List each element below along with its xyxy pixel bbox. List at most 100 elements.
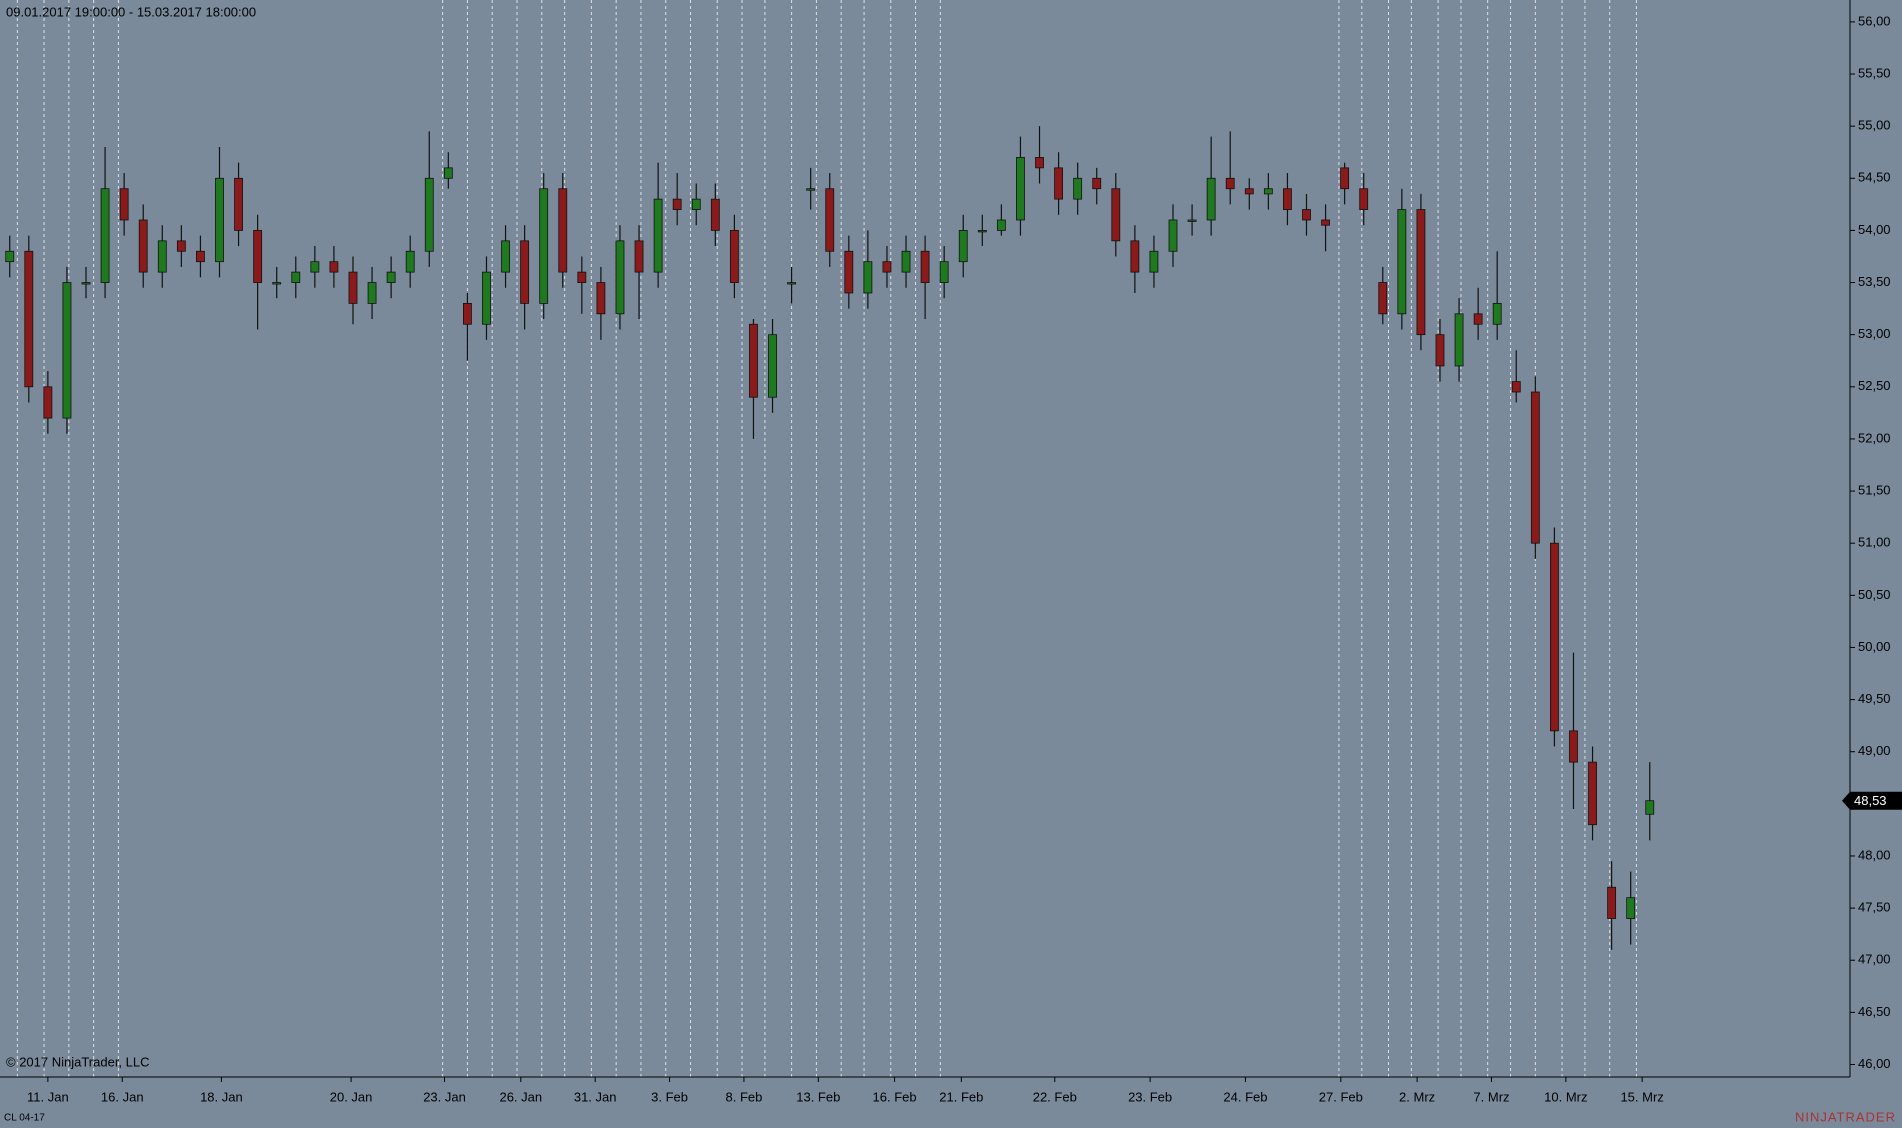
candle-body <box>787 282 797 285</box>
x-tick-label: 26. Jan <box>499 1089 542 1104</box>
candle-body <box>310 261 320 273</box>
candle-body <box>996 219 1006 231</box>
candle-body <box>596 282 606 315</box>
brand-logo: NINJATRADER <box>1795 1109 1896 1124</box>
candle-body <box>1149 250 1159 273</box>
x-tick-label: 8. Feb <box>725 1089 762 1104</box>
candle-body <box>1168 219 1178 252</box>
y-tick-label: 46,50 <box>1858 1004 1891 1019</box>
y-tick-label: 56,00 <box>1858 13 1891 28</box>
candle-body <box>367 282 377 304</box>
x-tick-label: 23. Feb <box>1128 1089 1172 1104</box>
y-tick-label: 51,00 <box>1858 535 1891 550</box>
x-tick-label: 16. Jan <box>101 1089 144 1104</box>
x-tick-label: 15. Mrz <box>1620 1089 1663 1104</box>
candle-body <box>1435 334 1445 367</box>
x-tick-label: 7. Mrz <box>1473 1089 1509 1104</box>
candle-body <box>1397 209 1407 315</box>
candle-body <box>615 240 625 315</box>
candle-body <box>215 177 224 263</box>
x-tick-label: 16. Feb <box>873 1089 917 1104</box>
candle-body <box>1454 313 1464 367</box>
candle-body <box>253 230 263 283</box>
candle-body <box>1035 157 1044 169</box>
candle-body <box>1187 219 1197 222</box>
candle-body <box>24 250 34 388</box>
y-tick-label: 50,00 <box>1858 639 1891 654</box>
x-tick-label: 13. Feb <box>796 1089 840 1104</box>
x-tick-label: 10. Mrz <box>1544 1089 1587 1104</box>
x-tick-label: 3. Feb <box>651 1089 688 1104</box>
copyright: © 2017 NinjaTrader, LLC <box>6 1054 150 1069</box>
candle-body <box>1550 542 1559 732</box>
y-tick-label: 47,50 <box>1858 900 1891 915</box>
candle-body <box>291 271 301 283</box>
candle-body <box>653 198 663 273</box>
y-tick-label: 54,50 <box>1858 170 1891 185</box>
candle-body <box>443 167 453 179</box>
last-price-label: 48,53 <box>1854 793 1887 808</box>
candle-body <box>1054 167 1063 200</box>
instrument: CL 04-17 <box>4 1113 45 1124</box>
candle-body <box>825 188 835 252</box>
y-tick-label: 55,50 <box>1858 65 1891 80</box>
candle-body <box>1130 240 1140 273</box>
candle-body <box>539 188 549 304</box>
candle-body <box>863 261 873 294</box>
candle-body <box>81 282 91 285</box>
candle-body <box>1492 302 1502 325</box>
candle-body <box>1511 381 1521 393</box>
candle-body <box>1340 167 1350 190</box>
candle-body <box>405 250 415 273</box>
candle-body <box>43 386 53 419</box>
candle-body <box>920 250 930 283</box>
candle-body <box>768 334 777 398</box>
candle-body <box>1225 177 1235 190</box>
candle-body <box>939 261 949 283</box>
candle-body <box>901 250 911 273</box>
candle-body <box>1645 800 1655 815</box>
candle-body <box>463 302 472 325</box>
x-tick-label: 24. Feb <box>1223 1089 1267 1104</box>
candle-body <box>958 230 968 263</box>
candle-body <box>520 240 530 304</box>
candle-body <box>844 250 854 294</box>
candle-body <box>729 230 739 283</box>
candle-body <box>119 188 129 221</box>
y-tick-label: 48,00 <box>1858 847 1891 862</box>
candle-body <box>272 282 282 285</box>
chart-title: 09.01.2017 19:00:00 - 15.03.2017 18:00:0… <box>6 4 256 19</box>
y-tick-label: 53,50 <box>1858 274 1891 289</box>
candle-body <box>348 271 358 304</box>
candle-body <box>558 188 568 273</box>
candle-body <box>1302 209 1311 221</box>
candle-body <box>1416 209 1426 336</box>
candle-body <box>62 282 72 419</box>
candle-body <box>806 188 816 191</box>
candle-body <box>1016 157 1025 221</box>
y-tick-label: 46,00 <box>1858 1056 1891 1071</box>
y-tick-label: 55,00 <box>1858 118 1891 133</box>
candle-body <box>577 271 587 283</box>
candle-body <box>1473 313 1483 325</box>
candle-body <box>482 271 491 325</box>
x-tick-label: 21. Feb <box>939 1089 983 1104</box>
candle-body <box>196 250 205 263</box>
y-tick-label: 49,50 <box>1858 691 1891 706</box>
candle-body <box>1569 730 1578 763</box>
candle-body <box>1092 177 1102 190</box>
y-tick-label: 50,50 <box>1858 587 1891 602</box>
candle-body <box>176 240 186 252</box>
y-tick-label: 53,00 <box>1858 326 1891 341</box>
x-tick-label: 23. Jan <box>423 1089 466 1104</box>
candle-body <box>1111 188 1121 242</box>
last-price-marker <box>1842 791 1902 810</box>
candle-body <box>100 188 110 283</box>
candle-body <box>691 198 701 210</box>
candle-body <box>1378 282 1388 315</box>
candle-body <box>424 177 434 252</box>
candle-body <box>710 198 720 231</box>
x-tick-label: 11. Jan <box>27 1089 69 1104</box>
candle-body <box>1283 188 1292 210</box>
candle-body <box>634 240 644 273</box>
